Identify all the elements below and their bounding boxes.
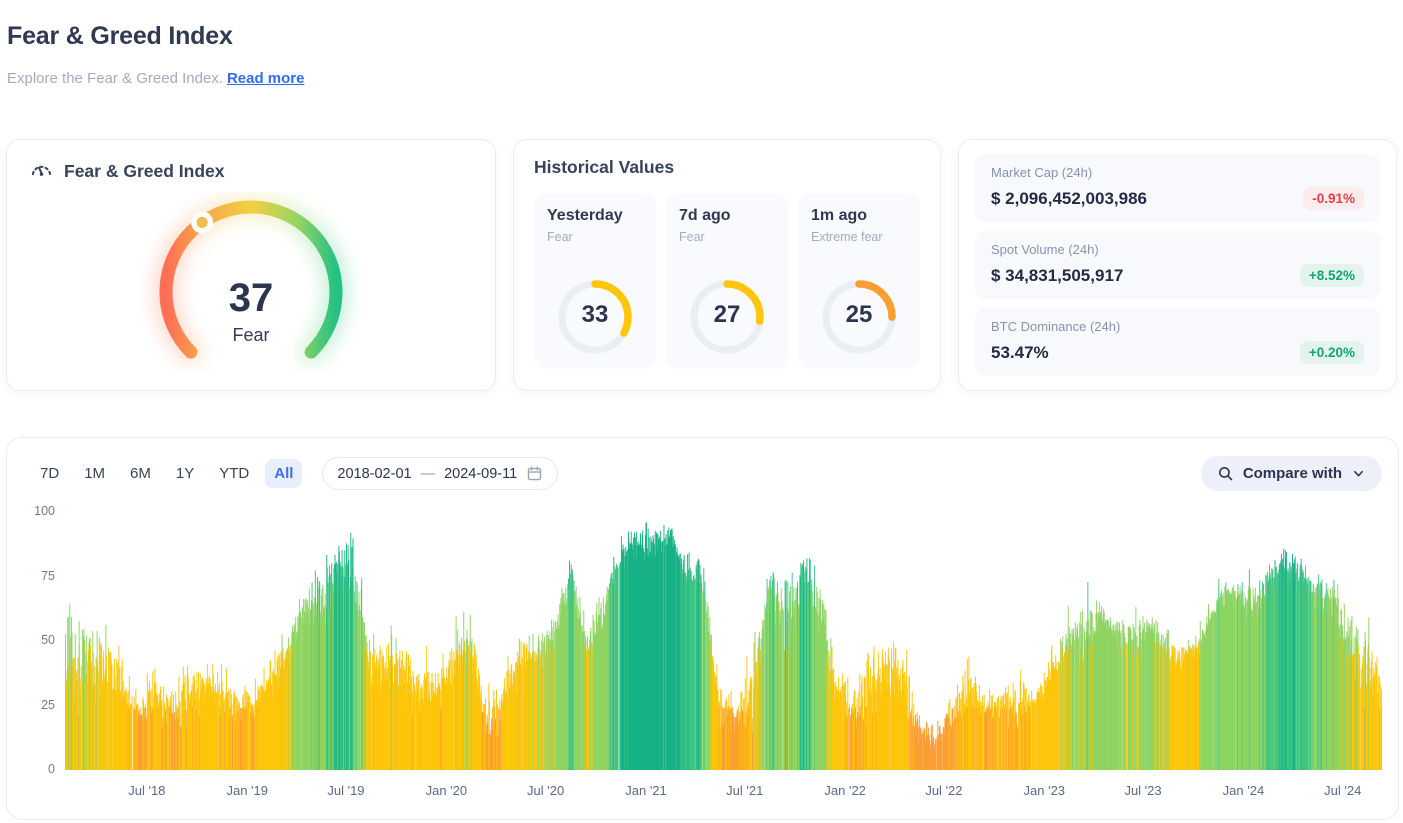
stat-value: $ 34,831,505,917 [991, 265, 1124, 285]
stat-row-btc-dominance: BTC Dominance (24h) 53.47% +0.20% [975, 308, 1380, 376]
x-axis-tick-label: Jan '21 [625, 783, 667, 798]
stat-row-market-cap: Market Cap (24h) $ 2,096,452,003,986 -0.… [975, 154, 1380, 222]
date-range-separator: — [420, 465, 436, 482]
range-tab-all[interactable]: All [265, 459, 303, 488]
y-axis-tick-label: 100 [34, 504, 55, 518]
date-range-end: 2024-09-11 [444, 465, 518, 482]
y-axis-tick-label: 50 [41, 633, 55, 647]
gauge-card-title: Fear & Greed Index [64, 161, 225, 181]
historical-value: 33 [581, 301, 609, 328]
market-stats-card: Market Cap (24h) $ 2,096,452,003,986 -0.… [958, 139, 1397, 391]
stat-change-badge: -0.91% [1303, 187, 1364, 210]
summary-cards-row: Fear & Greed Index 3 [6, 139, 1397, 391]
page-subtitle-text: Explore the Fear & Greed Index. [7, 70, 223, 87]
historical-classification: Extreme fear [811, 230, 883, 244]
x-axis-tick-label: Jan '19 [226, 783, 268, 798]
fear-greed-gauge: 37 Fear [141, 192, 361, 372]
speedometer-icon [29, 158, 54, 185]
x-axis-tick-label: Jan '24 [1222, 783, 1265, 798]
stat-label: Spot Volume (24h) [991, 242, 1099, 257]
historical-period: 7d ago [679, 207, 731, 224]
x-axis-tick-label: Jul '23 [1124, 783, 1162, 798]
historical-values-card: Historical Values Yesterday Fear 33 7d a… [513, 139, 941, 391]
historical-item-1m: 1m ago Extreme fear 25 [798, 193, 920, 369]
fear-greed-history-chart: 100 75 50 25 0 Jul '18 Jan '19 Jul '19 Jan '20 Ju… [21, 504, 1388, 811]
x-axis-tick-label: Jul '20 [527, 783, 565, 798]
y-axis-tick-label: 25 [41, 697, 55, 712]
compare-with-label: Compare with [1242, 465, 1342, 482]
x-axis-tick-label: Jan '20 [425, 783, 468, 798]
page-title: Fear & Greed Index [7, 22, 233, 50]
page-subtitle: Explore the Fear & Greed Index. Read more [7, 70, 304, 87]
historical-item-7d: 7d ago Fear 27 [666, 193, 788, 369]
range-tabs: 7D 1M 6M 1Y YTD All [31, 459, 303, 488]
date-range-start: 2018-02-01 [337, 465, 412, 482]
fear-greed-gauge-card: Fear & Greed Index 3 [6, 139, 496, 391]
range-tab-1m[interactable]: 1M [75, 459, 114, 488]
stat-value: 53.47% [991, 342, 1049, 362]
stat-label: Market Cap (24h) [991, 165, 1093, 180]
historical-value: 25 [845, 301, 873, 328]
x-axis-tick-label: Jul '19 [327, 783, 365, 798]
x-axis-tick-label: Jul '22 [925, 783, 963, 798]
history-chart-card: 7D 1M 6M 1Y YTD All 2018-02-01 — 2024-09… [6, 437, 1399, 820]
range-tab-6m[interactable]: 6M [121, 459, 160, 488]
y-axis-tick-label: 75 [41, 568, 55, 583]
stat-change-badge: +8.52% [1299, 264, 1364, 287]
stat-change-badge: +0.20% [1299, 341, 1364, 364]
historical-period: 1m ago [811, 207, 868, 224]
chevron-down-icon [1351, 466, 1366, 481]
historical-classification: Fear [679, 230, 705, 244]
x-axis-tick-label: Jan '23 [1023, 783, 1066, 798]
x-axis-tick-label: Jan '22 [824, 783, 866, 798]
search-icon [1217, 465, 1234, 482]
range-tab-7d[interactable]: 7D [31, 459, 68, 488]
read-more-link[interactable]: Read more [226, 70, 305, 87]
y-axis-tick-label: 0 [48, 762, 55, 776]
mini-gauge: 25 [817, 275, 901, 359]
historical-item-yesterday: Yesterday Fear 33 [534, 193, 656, 369]
x-axis-tick-label: Jul '18 [128, 783, 166, 798]
x-axis-tick-label: Jul '21 [726, 783, 764, 798]
range-tab-ytd[interactable]: YTD [210, 459, 258, 488]
x-axis-tick-label: Jul '24 [1324, 783, 1362, 798]
historical-period: Yesterday [547, 207, 623, 224]
gauge-value: 37 [228, 276, 274, 320]
historical-classification: Fear [547, 230, 573, 244]
stat-row-spot-volume: Spot Volume (24h) $ 34,831,505,917 +8.52… [975, 231, 1380, 299]
history-bars-canvas[interactable] [65, 512, 1382, 770]
historical-card-title: Historical Values [534, 157, 675, 177]
stat-label: BTC Dominance (24h) [991, 319, 1121, 334]
range-tab-1y[interactable]: 1Y [167, 459, 203, 488]
date-range-picker[interactable]: 2018-02-01 — 2024-09-11 [322, 457, 559, 490]
stat-value: $ 2,096,452,003,986 [991, 188, 1147, 208]
mini-gauge: 33 [553, 275, 637, 359]
historical-value: 27 [713, 301, 741, 328]
calendar-icon [526, 465, 543, 482]
compare-with-button[interactable]: Compare with [1200, 456, 1382, 491]
gauge-classification: Fear [232, 325, 270, 345]
mini-gauge: 27 [685, 275, 769, 359]
